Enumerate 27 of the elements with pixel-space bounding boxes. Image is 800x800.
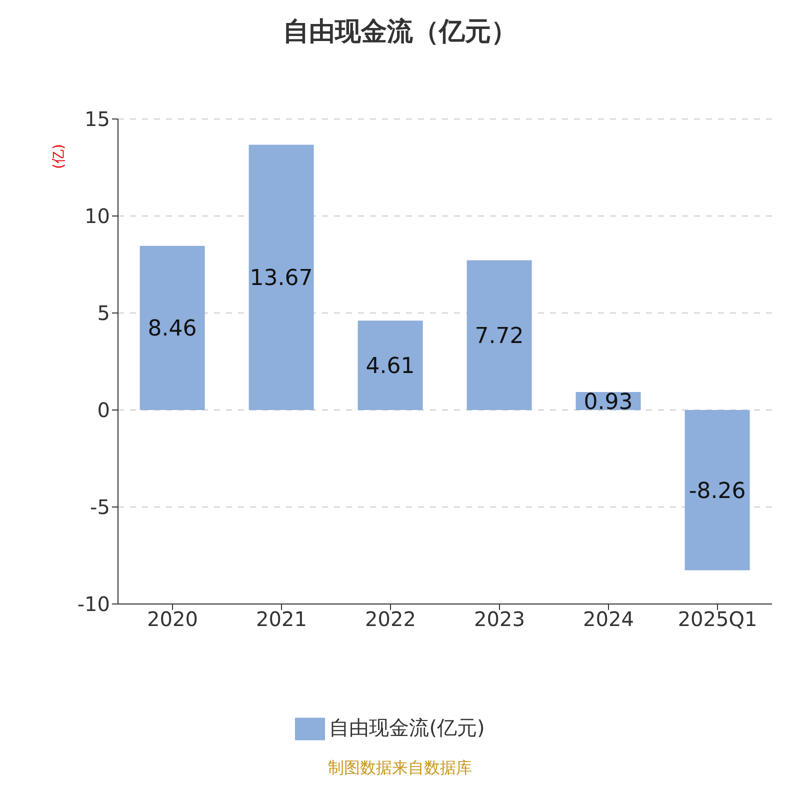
data-label: 13.67 xyxy=(250,266,313,292)
bar xyxy=(140,246,205,410)
y-tick-label: 5 xyxy=(97,301,110,326)
y-tick-label: -5 xyxy=(90,495,110,520)
y-tick-label: 0 xyxy=(97,398,110,422)
data-label: 8.46 xyxy=(148,316,197,342)
data-label: -8.26 xyxy=(688,478,746,504)
y-tick-label: 10 xyxy=(84,204,110,228)
x-tick-label: 2023 xyxy=(474,607,525,632)
legend-label: 自由现金流(亿元) xyxy=(329,715,485,740)
chart-title: 自由现金流（亿元） xyxy=(282,16,518,49)
y-tick-label: -10 xyxy=(77,592,110,616)
data-label: 4.61 xyxy=(366,354,415,380)
y-tick-label: 15 xyxy=(84,107,110,132)
data-label: 7.72 xyxy=(474,324,524,349)
y-axis-title: (亿) xyxy=(50,144,67,169)
bar xyxy=(358,320,423,410)
text: 制图数据来自数据库 xyxy=(327,758,473,779)
bar xyxy=(684,410,750,570)
x-tick-label: 2020 xyxy=(147,607,198,632)
x-tick-label: 2022 xyxy=(365,607,416,632)
data-label: 0.93 xyxy=(584,390,633,415)
x-tick-label: 2024 xyxy=(583,607,634,632)
x-tick-label: 2021 xyxy=(256,607,307,632)
x-tick-label: 2025Q1 xyxy=(678,607,758,632)
bar xyxy=(466,260,532,410)
bar xyxy=(248,144,314,410)
